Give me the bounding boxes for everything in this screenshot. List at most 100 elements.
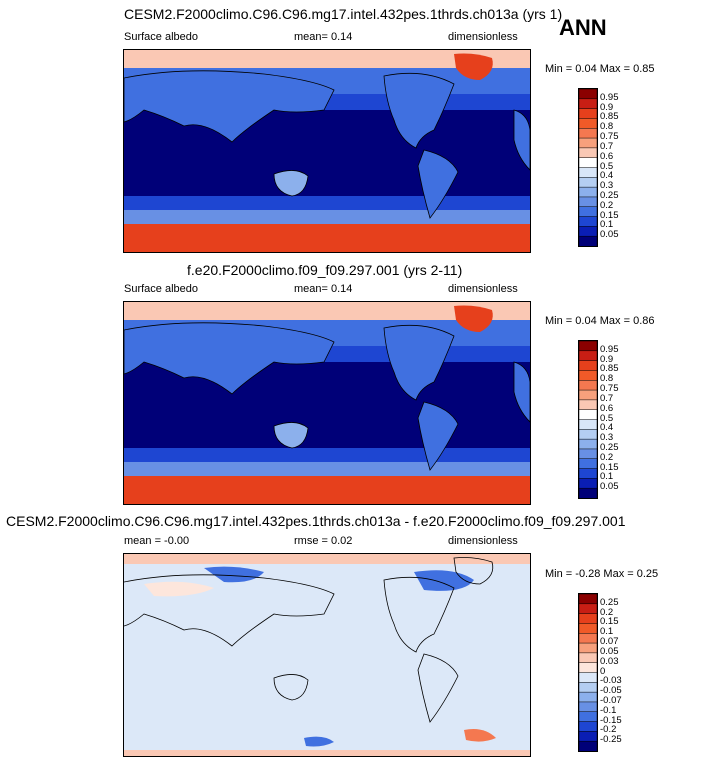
colorbar-box xyxy=(578,350,598,362)
panel1-continent-samerica xyxy=(417,149,459,219)
colorbar-box xyxy=(578,613,598,624)
colorbar-box xyxy=(578,108,598,119)
colorbar-box xyxy=(578,478,598,489)
colorbar-box xyxy=(578,691,598,703)
colorbar-box xyxy=(578,389,598,401)
colorbar-box xyxy=(578,721,598,732)
colorbar-box xyxy=(578,137,598,149)
colorbar-box xyxy=(578,682,598,693)
colorbar-tick-label: 0.1 xyxy=(600,219,614,231)
panel3-min-label: Min = xyxy=(545,568,573,580)
colorbar-box xyxy=(578,487,598,499)
colorbar-box xyxy=(578,216,598,227)
panel3-coast-samerica xyxy=(417,653,459,723)
colorbar-box xyxy=(578,128,598,139)
colorbar-box xyxy=(578,88,598,100)
colorbar-tick-label: 0.85 xyxy=(600,111,619,123)
panel3-coast-australia xyxy=(273,674,309,701)
colorbar-tick-label: -0.15 xyxy=(600,714,622,726)
colorbar-tick-label: 0.1 xyxy=(600,471,614,483)
panel3-coast-greenland xyxy=(453,557,494,585)
colorbar-tick-label: 0.03 xyxy=(600,655,619,667)
colorbar-tick-label: -0.1 xyxy=(600,704,617,716)
panel3-max-label: Max = xyxy=(603,568,634,580)
panel3-map xyxy=(123,553,531,757)
colorbar-box xyxy=(578,603,598,615)
colorbar-tick-label: 0.75 xyxy=(600,383,619,395)
panel3-units-label: dimensionless xyxy=(448,535,518,547)
colorbar-tick-label: 0.1 xyxy=(600,626,614,638)
panel1-colorbar xyxy=(578,88,598,247)
colorbar-box xyxy=(578,340,598,352)
colorbar-tick-label: 0.2 xyxy=(600,451,614,463)
colorbar-box xyxy=(578,662,598,674)
colorbar-tick-label: 0.3 xyxy=(600,180,614,192)
panel1-continent-namerica xyxy=(383,72,455,149)
panel3-coast-namerica xyxy=(383,576,455,653)
colorbar-tick-label: 0.95 xyxy=(600,343,619,355)
panel3-anomaly-europe xyxy=(144,581,214,597)
colorbar-tick-label: 0.75 xyxy=(600,131,619,143)
colorbar-box xyxy=(578,177,598,188)
panel3-anomaly-antarctic-west xyxy=(304,736,334,747)
colorbar-tick-label: 0.2 xyxy=(600,606,614,618)
colorbar-box xyxy=(578,701,598,713)
panel2-continent-namerica xyxy=(383,324,455,401)
colorbar-box xyxy=(578,226,598,237)
colorbar-tick-label: 0 xyxy=(600,665,606,677)
colorbar-tick-label: 0.05 xyxy=(600,229,619,241)
panel3-minmax: Min = -0.28 Max = 0.25 xyxy=(545,568,658,580)
panel2-variable-label: Surface albedo xyxy=(124,283,198,295)
colorbar-tick-label: 0.15 xyxy=(600,209,619,221)
colorbar-box xyxy=(578,642,598,654)
panel2-max-value: 0.86 xyxy=(633,315,655,327)
panel1-title: CESM2.F2000climo.C96.C96.mg17.intel.432p… xyxy=(124,6,563,22)
panel3-anomaly-antarctic-east xyxy=(464,729,496,742)
panel1-map-svg xyxy=(123,50,531,252)
panel1-continent-eurasia xyxy=(123,70,335,143)
colorbar-tick-label: -0.25 xyxy=(600,734,622,746)
panel3-max-value: 0.25 xyxy=(636,568,659,580)
panel2-colorbar-svg xyxy=(578,340,598,499)
colorbar-tick-label: -0.2 xyxy=(600,724,617,736)
colorbar-tick-label: 0.5 xyxy=(600,412,614,424)
colorbar-tick-label: 0.8 xyxy=(600,373,614,385)
panel2-greenland xyxy=(454,305,493,332)
colorbar-box xyxy=(578,399,598,411)
colorbar-tick-label: 0.3 xyxy=(600,432,614,444)
panel2-min-value: 0.04 xyxy=(575,315,597,327)
colorbar-tick-label: 0.9 xyxy=(600,353,614,365)
panel2-min-label: Min = xyxy=(545,315,573,327)
colorbar-box xyxy=(578,438,598,450)
panel1-min-value: 0.04 xyxy=(575,63,597,75)
panel1-min-label: Min = xyxy=(545,63,573,75)
colorbar-box xyxy=(578,623,598,634)
colorbar-box xyxy=(578,157,598,169)
colorbar-tick-label: 0.4 xyxy=(600,422,614,434)
panel1-max-value: 0.85 xyxy=(633,63,655,75)
panel3-title: CESM2.F2000climo.C96.C96.mg17.intel.432p… xyxy=(6,513,626,529)
colorbar-tick-label: 0.05 xyxy=(600,481,619,493)
colorbar-tick-label: 0.9 xyxy=(600,101,614,113)
colorbar-tick-label: 0.7 xyxy=(600,392,614,404)
panel2-mean-label: mean= 0.14 xyxy=(294,283,353,295)
panel1-continent-australia xyxy=(273,170,309,197)
colorbar-tick-label: 0.25 xyxy=(600,441,619,453)
panel2-title: f.e20.F2000climo.f09_f09.297.001 (yrs 2-… xyxy=(187,262,463,278)
colorbar-box xyxy=(578,235,598,247)
colorbar-tick-label: 0.95 xyxy=(600,91,619,103)
panel3-colorbar xyxy=(578,593,598,752)
colorbar-tick-label: 0.85 xyxy=(600,363,619,375)
colorbar-box xyxy=(578,458,598,470)
colorbar-tick-label: 0.6 xyxy=(600,402,614,414)
panel2-map-svg xyxy=(123,302,531,504)
colorbar-tick-label: 0.6 xyxy=(600,150,614,162)
panel1-greenland xyxy=(454,53,493,80)
colorbar-box xyxy=(578,448,598,460)
panel2-max-label: Max = xyxy=(599,315,631,327)
panel3-mean-label: mean = -0.00 xyxy=(124,535,190,547)
panel2-continent-australia xyxy=(273,422,309,449)
colorbar-tick-label: 0.25 xyxy=(600,596,619,608)
colorbar-box xyxy=(578,370,598,381)
panel3-min-value: -0.28 xyxy=(575,568,601,580)
